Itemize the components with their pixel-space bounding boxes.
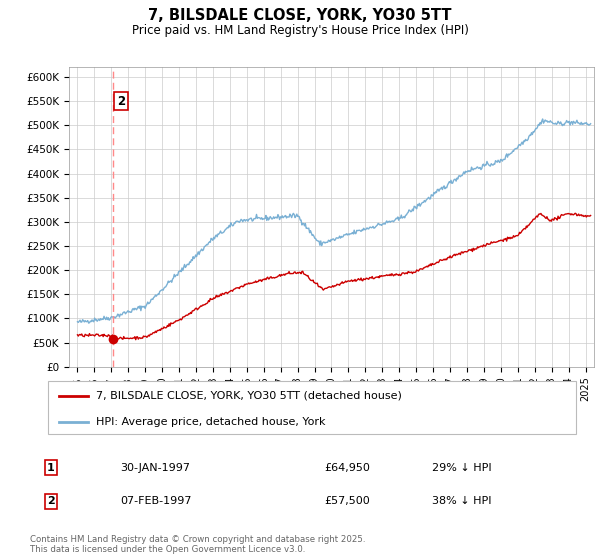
Text: 30-JAN-1997: 30-JAN-1997	[120, 463, 190, 473]
Text: 2: 2	[47, 496, 55, 506]
Text: £57,500: £57,500	[324, 496, 370, 506]
Text: 1: 1	[47, 463, 55, 473]
Text: HPI: Average price, detached house, York: HPI: Average price, detached house, York	[95, 417, 325, 427]
Text: 7, BILSDALE CLOSE, YORK, YO30 5TT (detached house): 7, BILSDALE CLOSE, YORK, YO30 5TT (detac…	[95, 391, 401, 401]
Text: £64,950: £64,950	[324, 463, 370, 473]
Text: Contains HM Land Registry data © Crown copyright and database right 2025.
This d: Contains HM Land Registry data © Crown c…	[30, 535, 365, 554]
Text: 29% ↓ HPI: 29% ↓ HPI	[432, 463, 491, 473]
FancyBboxPatch shape	[48, 381, 576, 434]
Text: 2: 2	[117, 95, 125, 108]
Text: 38% ↓ HPI: 38% ↓ HPI	[432, 496, 491, 506]
Text: 7, BILSDALE CLOSE, YORK, YO30 5TT: 7, BILSDALE CLOSE, YORK, YO30 5TT	[148, 8, 452, 24]
Text: 07-FEB-1997: 07-FEB-1997	[120, 496, 191, 506]
Text: Price paid vs. HM Land Registry's House Price Index (HPI): Price paid vs. HM Land Registry's House …	[131, 24, 469, 37]
